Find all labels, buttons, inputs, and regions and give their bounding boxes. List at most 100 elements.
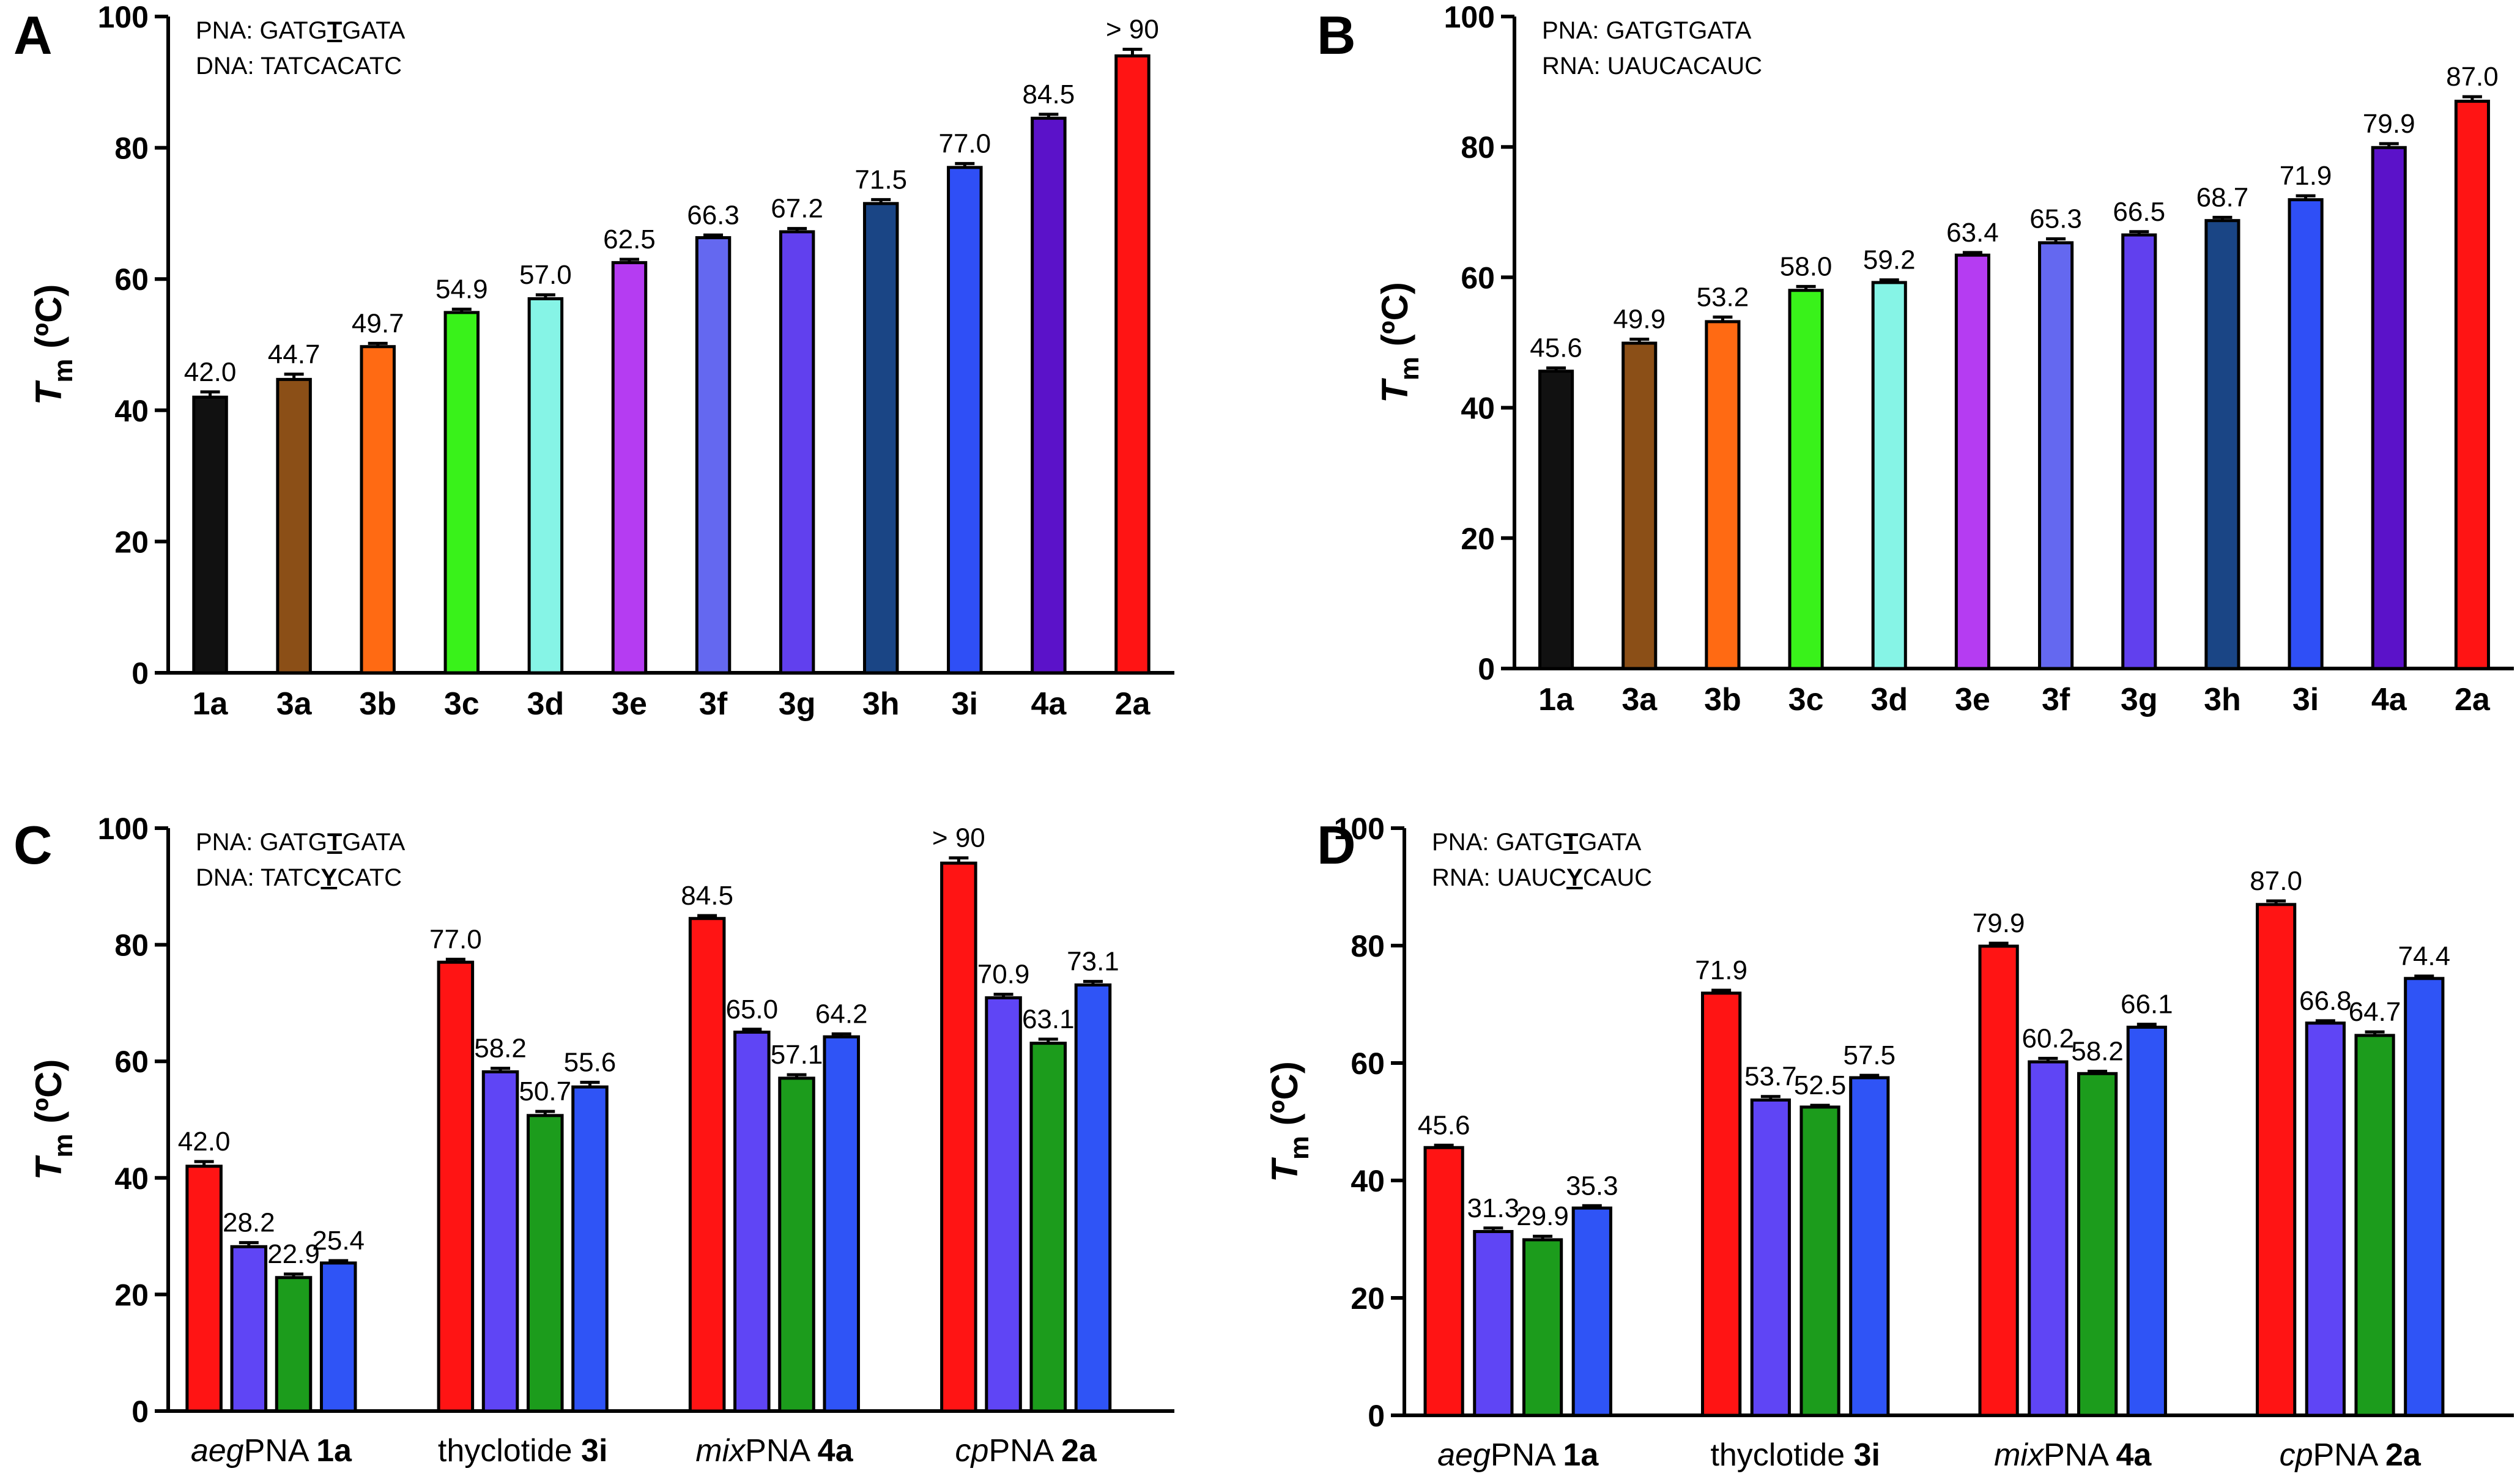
value-label: 42.0: [178, 1127, 231, 1157]
value-label: 45.6: [1530, 333, 1582, 363]
y-tick-label: 0: [132, 656, 149, 691]
value-label: 70.9: [977, 960, 1030, 990]
value-label: 77.0: [429, 924, 482, 954]
chart-panel-a: 0 20 40 60 80 100 Tm (ºC) A PNA: GATGTGATA DNA: T…: [13, 0, 1174, 722]
bar: [571, 1085, 609, 1413]
value-label: 29.9: [1516, 1201, 1569, 1231]
y-tick-label: 80: [1351, 929, 1385, 963]
value-label: 77.0: [938, 128, 991, 158]
value-label: 74.4: [2398, 941, 2450, 971]
y-tick-label: 60: [1461, 261, 1495, 295]
value-label: 22.9: [267, 1239, 320, 1269]
sequence-annotation: RNA: UAUCYCAUC: [1432, 864, 1652, 891]
y-tick-label: 40: [114, 1162, 149, 1196]
x-tick-label: 1a: [1538, 682, 1574, 717]
value-label: 53.2: [1697, 282, 1749, 312]
bar: [1750, 1098, 1791, 1417]
sequence-annotation: DNA: TATCACATC: [196, 53, 402, 80]
value-label: 59.2: [1863, 245, 1916, 275]
y-tick-label: 100: [98, 0, 149, 34]
y-tick-label: 20: [1351, 1281, 1385, 1316]
y-tick-label: 40: [1461, 391, 1495, 426]
bar: [2121, 233, 2157, 670]
bar: [1799, 1105, 1840, 1417]
value-label: 66.1: [2121, 990, 2173, 1020]
x-tick-label: 3d: [1870, 682, 1908, 717]
bar: [526, 1114, 564, 1413]
value-label: > 90: [1106, 15, 1159, 45]
sequence-annotation: RNA: UAUCACAUC: [1542, 53, 1762, 80]
x-tick-label: 4a: [1031, 686, 1067, 722]
bar: [1571, 1206, 1612, 1417]
bar: [2204, 219, 2240, 670]
value-label: 60.2: [2022, 1023, 2075, 1053]
value-label: 63.4: [1946, 218, 1999, 248]
group-label: cpPNA 2a: [2280, 1437, 2422, 1473]
panel-letter: D: [1317, 815, 1356, 875]
value-label: 45.6: [1418, 1110, 1470, 1140]
x-tick-label: 2a: [2455, 682, 2491, 717]
y-axis-title: Tm (ºC): [28, 284, 78, 406]
value-label: 71.5: [854, 165, 907, 195]
y-tick-label: 80: [114, 928, 149, 963]
bar: [733, 1031, 771, 1413]
y-tick-label: 40: [1351, 1164, 1385, 1198]
bar: [2371, 146, 2407, 670]
bar: [437, 960, 475, 1413]
y-axis-title: Tm (ºC): [1264, 1061, 1314, 1182]
value-label: 57.0: [519, 260, 572, 290]
y-tick-label: 100: [1444, 0, 1495, 34]
chart-panel-b: 0 20 40 60 80 100 Tm (ºC) B PNA: GATGTGATA RNA: U…: [1317, 0, 2514, 717]
y-axis-title: Tm (ºC): [1374, 282, 1425, 403]
x-tick-label: 3d: [527, 686, 565, 722]
value-label: 57.5: [1843, 1040, 1896, 1070]
value-label: 28.2: [223, 1208, 275, 1238]
bar: [527, 297, 564, 675]
bar: [1074, 983, 1112, 1413]
value-label: 79.9: [1973, 908, 2025, 938]
value-label: 87.0: [2250, 866, 2302, 896]
bar: [1954, 253, 1990, 670]
bar: [2404, 977, 2445, 1417]
sequence-annotation: PNA: GATGTGATA: [1542, 17, 1752, 44]
x-tick-label: 4a: [2371, 682, 2407, 717]
x-tick-label: 1a: [193, 686, 229, 722]
y-tick-label: 20: [114, 1278, 149, 1312]
y-tick-label: 40: [114, 394, 149, 428]
bar: [823, 1035, 860, 1413]
x-tick-label: 3g: [2121, 682, 2158, 717]
value-label: 54.9: [435, 275, 488, 305]
group-label: mixPNA 4a: [695, 1433, 853, 1469]
bar: [276, 377, 312, 675]
y-tick-label: 60: [114, 1045, 149, 1079]
value-label: 84.5: [1023, 80, 1075, 109]
group-label: mixPNA 4a: [1994, 1437, 2152, 1473]
bar: [2305, 1021, 2346, 1417]
bar: [481, 1070, 519, 1413]
bar: [695, 236, 732, 675]
x-tick-label: 3b: [359, 686, 396, 722]
value-label: 49.7: [352, 308, 404, 338]
bar: [2256, 903, 2297, 1417]
bar: [2288, 198, 2324, 670]
bar: [1621, 341, 1658, 670]
x-tick-label: 3h: [2204, 682, 2241, 717]
sequence-annotation: PNA: GATGTGATA: [196, 829, 406, 856]
value-label: 58.2: [2071, 1036, 2124, 1066]
x-tick-label: 3e: [1955, 682, 1990, 717]
x-tick-label: 3b: [1704, 682, 1741, 717]
bar: [1978, 944, 2019, 1417]
bar: [940, 861, 977, 1413]
value-label: 66.5: [2113, 197, 2165, 227]
chart-panel-d: 0 20 40 60 80 100 Tm (ºC) D PNA: GATGTGATA RNA: U…: [1264, 812, 2514, 1473]
y-tick-label: 20: [114, 525, 149, 559]
y-tick-label: 100: [98, 812, 149, 846]
group-label: thyclotide 3i: [438, 1433, 608, 1469]
value-label: 64.2: [815, 999, 868, 1029]
value-label: > 90: [932, 823, 985, 853]
bar: [1031, 116, 1067, 675]
bar: [1029, 1042, 1067, 1413]
value-label: 52.5: [1794, 1070, 1847, 1100]
value-label: 65.0: [725, 995, 778, 1024]
